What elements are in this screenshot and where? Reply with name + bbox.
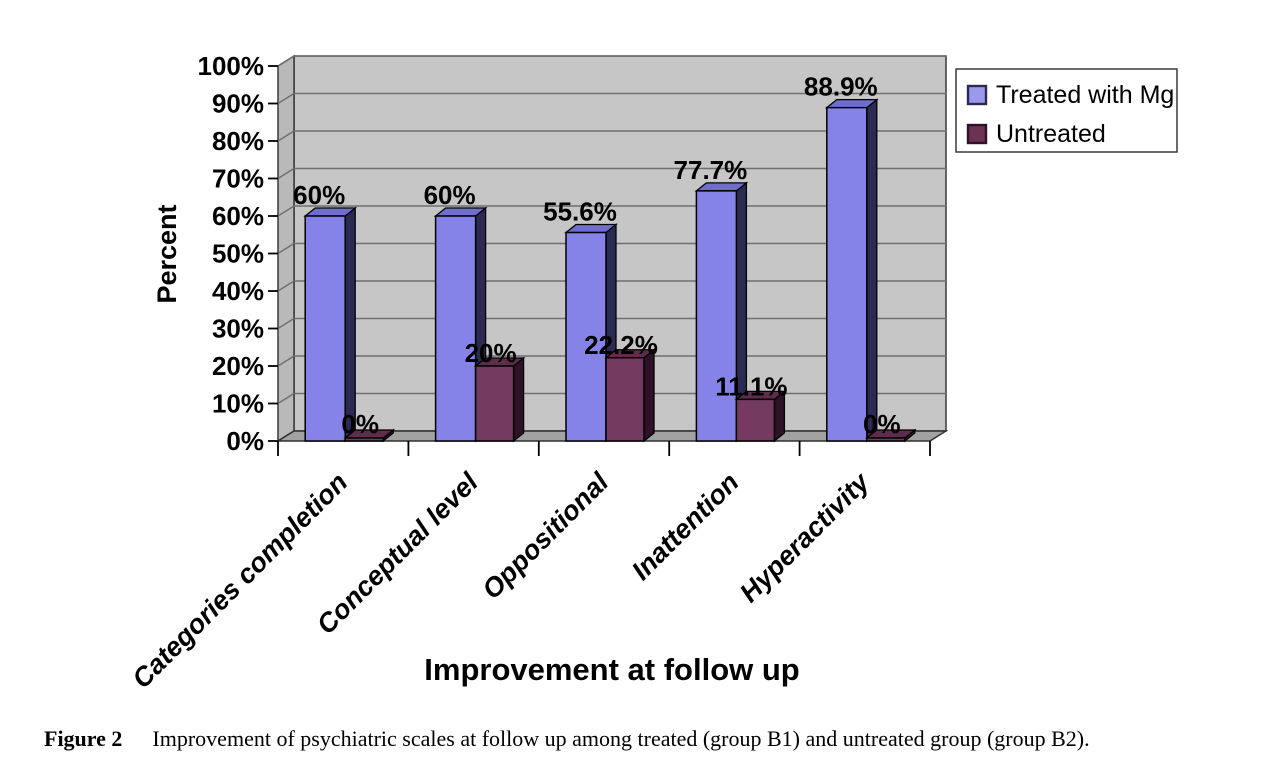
- legend-box: [955, 68, 1178, 153]
- gridline-side: [277, 55, 295, 67]
- x-category-label: Categories completion: [126, 467, 353, 694]
- bar-side-untreated-2: [643, 348, 655, 443]
- bar-treated-4: [826, 106, 868, 442]
- legend-label-untreated: Untreated: [996, 120, 1106, 148]
- bar-untreated-4: [866, 437, 906, 442]
- x-category-label: Hyperactivity: [734, 466, 877, 609]
- bar-data-label: 20%: [465, 338, 517, 368]
- y-axis-tick-label: 30%: [212, 314, 264, 344]
- y-axis-tick-label: 100%: [198, 51, 265, 81]
- figure-caption-label: Figure 2: [44, 726, 123, 751]
- y-axis-tick-label: 20%: [212, 351, 264, 381]
- bar-data-label: 55.6%: [543, 197, 617, 227]
- x-category-label: Oppositional: [476, 467, 614, 605]
- gridline-side: [277, 167, 295, 180]
- y-axis-tick-label: 40%: [212, 276, 264, 306]
- gridline-side: [277, 205, 295, 217]
- bar-data-label: 22.2%: [584, 330, 658, 360]
- bar-side-treated-4: [866, 98, 878, 443]
- y-axis-tick-label: 10%: [212, 389, 264, 419]
- legend-swatch-untreated-icon: [966, 123, 988, 145]
- legend-swatch-treated-icon: [966, 84, 988, 106]
- figure-caption-text: Improvement of psychiatric scales at fol…: [152, 726, 1090, 751]
- x-category-label: Inattention: [626, 467, 745, 586]
- bar-treated-1: [434, 215, 477, 442]
- bar-data-label: 88.9%: [804, 72, 878, 102]
- bar-untreated-1: [474, 365, 515, 442]
- bar-data-label: 0%: [863, 409, 901, 439]
- bar-treated-0: [304, 215, 346, 442]
- bar-treated-2: [565, 231, 607, 442]
- bar-data-label: 77.7%: [674, 155, 748, 185]
- bar-chart: 0% 10% 20% 30% 40% 50% 60% 70% 80% 90% 100% 60% 0% 60…: [126, 51, 1178, 694]
- x-axis-title: Improvement at follow up: [424, 652, 799, 687]
- gridline-side: [277, 355, 295, 367]
- y-axis-tick-label: 60%: [212, 201, 264, 231]
- bar-data-label: 11.1%: [715, 371, 787, 401]
- bar-side-untreated-1: [512, 356, 525, 443]
- y-axis-title: Percent: [152, 204, 182, 303]
- gridline-side: [277, 392, 295, 405]
- legend-label-treated: Treated with Mg: [996, 81, 1174, 109]
- y-axis-tick-label: 80%: [212, 126, 264, 156]
- gridline-side: [277, 317, 295, 330]
- gridline-side: [277, 280, 295, 292]
- figure-caption: Figure 2 Improvement of psychiatric scale…: [44, 726, 1254, 752]
- gridline-side: [277, 242, 295, 255]
- gridline-side: [277, 130, 295, 142]
- bar-data-label: 60%: [424, 180, 476, 210]
- y-axis-tick-label: 50%: [212, 239, 264, 269]
- y-axis-tick-label: 0%: [226, 426, 264, 456]
- bar-side-treated-0: [344, 206, 356, 443]
- bar-untreated-0: [344, 437, 384, 442]
- gridline-side: [277, 92, 295, 105]
- bar-data-label: 0%: [341, 409, 379, 439]
- bar-treated-3: [695, 190, 738, 442]
- bar-untreated-2: [605, 357, 645, 442]
- y-axis-tick-label: 70%: [212, 164, 264, 194]
- bar-data-label: 60%: [293, 180, 345, 210]
- bar-untreated-3: [735, 398, 776, 442]
- y-axis-tick-label: 90%: [212, 89, 264, 119]
